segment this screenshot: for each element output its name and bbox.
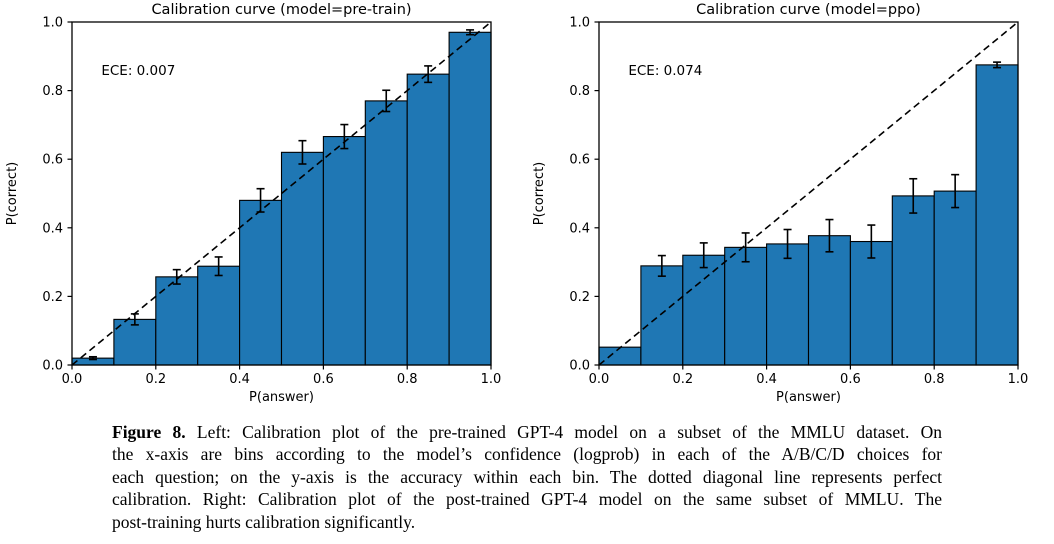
- histogram-bar: [807, 235, 851, 366]
- plot-border: [71, 21, 492, 366]
- histogram-bar: [197, 265, 241, 366]
- chart-ppo-svg: 0.0 0.2 0.4 0.6 0.8 1.0 0.0 0.2 0.4 0.6 0.8 1.0 Cali…: [532, 2, 1029, 405]
- chart-ppo: 0.0 0.2 0.4 0.6 0.8 1.0 0.0 0.2 0.4 0.6 0.8 1.0 Cali…: [527, 0, 1054, 410]
- histogram-bar: [640, 265, 684, 366]
- x-tick-label: 0.8: [397, 372, 418, 387]
- x-axis-label: P(answer): [776, 390, 841, 405]
- ece-annotation: ECE: 0.007: [101, 63, 175, 79]
- y-tick-label: 0.0: [42, 359, 63, 374]
- caption-line: Figure 8. Left: Calibration plot of the …: [112, 421, 942, 443]
- y-tick-label: 0.8: [42, 84, 63, 99]
- y-tick-label: 1.0: [42, 16, 63, 31]
- ece-annotation: ECE: 0.074: [628, 63, 702, 79]
- x-tick-label: 0.0: [62, 372, 83, 387]
- x-tick-label: 0.4: [229, 372, 250, 387]
- y-tick-label: 0.4: [42, 221, 63, 236]
- histogram-bar: [849, 240, 893, 366]
- caption-line: calibration. Right: Calibration plot of …: [112, 489, 942, 510]
- histogram-bar: [322, 136, 366, 366]
- chart-pretrain-svg: 0.0 0.2 0.4 0.6 0.8 1.0 0.0 0.2 0.4 0.6 0.8 1.0 Cali…: [5, 2, 502, 405]
- y-axis-label: P(correct): [5, 162, 20, 226]
- chart-title: Calibration curve (model=pre-train): [151, 2, 411, 18]
- histogram-bar: [933, 190, 977, 366]
- y-tick-label: 0.8: [569, 84, 590, 99]
- y-axis-label: P(correct): [532, 162, 547, 226]
- histogram-bar: [155, 276, 199, 366]
- caption-text: Left: Calibration plot of the pre-traine…: [196, 422, 942, 442]
- caption-figure-label: Figure 8.: [112, 422, 186, 442]
- x-tick-label: 0.6: [313, 372, 334, 387]
- histogram-bar: [280, 151, 324, 366]
- histogram-bar: [766, 243, 810, 366]
- y-tick-label: 1.0: [569, 16, 590, 31]
- x-tick-label: 0.0: [589, 372, 610, 387]
- x-tick-label: 0.4: [756, 372, 777, 387]
- x-tick-label: 0.6: [840, 372, 861, 387]
- histogram-bar: [682, 254, 726, 366]
- histogram-bar: [598, 346, 642, 366]
- x-tick-label: 1.0: [1008, 372, 1029, 387]
- histogram-bar: [239, 199, 283, 366]
- chart-title: Calibration curve (model=ppo): [696, 2, 921, 18]
- histogram-bar: [724, 246, 768, 366]
- x-tick-label: 0.8: [924, 372, 945, 387]
- y-tick-label: 0.4: [569, 221, 590, 236]
- x-tick-label: 0.2: [145, 372, 166, 387]
- histogram-bar: [406, 73, 450, 366]
- chart-pretrain: 0.0 0.2 0.4 0.6 0.8 1.0 0.0 0.2 0.4 0.6 0.8 1.0 Cali…: [0, 0, 527, 410]
- y-tick-label: 0.6: [42, 153, 63, 168]
- caption-line: the x-axis are bins according to the mod…: [112, 444, 942, 465]
- x-tick-label: 0.2: [672, 372, 693, 387]
- x-tick-label: 1.0: [481, 372, 502, 387]
- caption-line: post-training hurts calibration signific…: [112, 511, 416, 532]
- y-tick-label: 0.2: [569, 290, 590, 305]
- figure-caption: Figure 8. Left: Calibration plot of the …: [112, 421, 942, 533]
- histogram-bar: [364, 100, 408, 366]
- y-tick-label: 0.6: [569, 153, 590, 168]
- x-axis-label: P(answer): [249, 390, 314, 405]
- y-tick-label: 0.0: [569, 359, 590, 374]
- charts-row: 0.0 0.2 0.4 0.6 0.8 1.0 0.0 0.2 0.4 0.6 0.8 1.0 Cali…: [0, 0, 1054, 410]
- histogram-bar: [448, 31, 492, 366]
- caption-line: each question; on the y-axis is the accu…: [112, 466, 942, 487]
- plot-border: [598, 21, 1019, 366]
- histogram-bar: [891, 195, 935, 366]
- y-tick-label: 0.2: [42, 290, 63, 305]
- histogram-bar: [975, 64, 1019, 366]
